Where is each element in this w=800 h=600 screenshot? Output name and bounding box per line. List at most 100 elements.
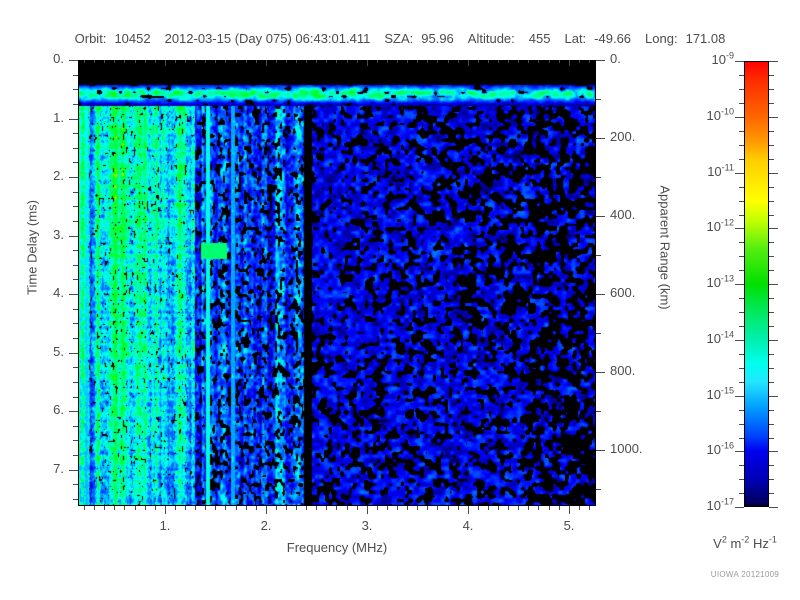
credit-text: UIOWA 20121009 <box>710 570 780 579</box>
x-tick-top-3 <box>367 60 368 66</box>
x-tick-minor-top <box>195 60 196 63</box>
y2-tick-major-800 <box>596 372 605 373</box>
y-tick-major-0 <box>69 60 78 61</box>
cb-tick-minor <box>739 187 744 188</box>
y2-tick-major-400 <box>596 216 605 217</box>
cb-tick-minor <box>739 215 744 216</box>
y-tick-minor <box>73 104 78 105</box>
x-tick-minor-top <box>316 60 317 63</box>
y-tick-minor <box>73 455 78 456</box>
x-tick-major-2 <box>266 506 267 514</box>
cb-tick-minor <box>769 159 774 160</box>
y-tick-major-6 <box>69 411 78 412</box>
cb-tick-minor <box>769 103 774 104</box>
x-tick-label-4: 4. <box>462 518 474 533</box>
x-tick-minor-top <box>407 60 408 63</box>
x-tick-minor-top <box>528 60 529 63</box>
x-tick-top-2 <box>266 60 267 66</box>
x-tick-minor <box>336 506 337 510</box>
cb-tick-label--14: 10-14 <box>706 329 734 346</box>
cb-tick-minor <box>739 368 744 369</box>
cb-tick-label--12: 10-12 <box>706 217 734 234</box>
cb-tick-minor <box>769 368 774 369</box>
cb-tick-left--9 <box>735 61 744 62</box>
cb-tick-label--17: 10-17 <box>706 496 734 513</box>
y-tick-minor <box>73 162 78 163</box>
cb-tick-minor <box>739 312 744 313</box>
cb-tick-right--10 <box>769 117 778 118</box>
x-tick-minor <box>316 506 317 510</box>
x-tick-minor-top <box>286 60 287 63</box>
x-tick-major-1 <box>165 506 166 514</box>
y-tick-label-2: 2. <box>53 168 64 183</box>
cb-tick-minor <box>769 424 774 425</box>
cb-tick-minor <box>769 145 774 146</box>
x-tick-minor <box>437 506 438 510</box>
y-tick-minor <box>73 338 78 339</box>
x-tick-minor <box>256 506 257 510</box>
y-tick-minor <box>73 382 78 383</box>
y-tick-label-1: 1. <box>53 110 64 125</box>
cb-tick-minor <box>769 187 774 188</box>
cb-tick-left--17 <box>735 507 744 508</box>
x-tick-minor <box>387 506 388 510</box>
x-tick-minor <box>498 506 499 510</box>
x-tick-minor-top <box>458 60 459 63</box>
cb-tick-minor <box>739 493 744 494</box>
cb-tick-minor <box>739 438 744 439</box>
y2-tick-label-800: 800. <box>610 363 636 378</box>
x-tick-minor <box>589 506 590 510</box>
cb-tick-right--12 <box>769 228 778 229</box>
x-tick-top-5 <box>569 60 570 66</box>
x-tick-minor-top <box>377 60 378 63</box>
x-tick-minor <box>175 506 176 510</box>
cb-tick-minor <box>739 145 744 146</box>
cb-tick-minor <box>739 103 744 104</box>
x-tick-minor-top <box>559 60 560 63</box>
colorbar-gradient <box>744 61 769 507</box>
y-tick-label-3: 3. <box>53 227 64 242</box>
plot-header: Orbit: 10452 2012-03-15 (Day 075) 06:43:01… <box>0 31 800 46</box>
x-tick-minor <box>145 506 146 510</box>
cb-tick-minor <box>769 215 774 216</box>
y-tick-minor <box>73 279 78 280</box>
x-tick-minor <box>94 506 95 510</box>
y-tick-minor <box>73 309 78 310</box>
x-tick-minor-top <box>246 60 247 63</box>
cb-tick-minor <box>769 465 774 466</box>
x-tick-minor <box>236 506 237 510</box>
x-tick-minor-top <box>225 60 226 63</box>
y-tick-minor <box>73 440 78 441</box>
x-tick-minor-top <box>549 60 550 63</box>
x-tick-minor-top <box>488 60 489 63</box>
cb-tick-minor <box>739 354 744 355</box>
x-tick-minor <box>124 506 125 510</box>
x-tick-minor <box>458 506 459 510</box>
cb-tick-minor <box>739 326 744 327</box>
cb-tick-minor <box>769 312 774 313</box>
x-tick-minor-top <box>538 60 539 63</box>
cb-tick-minor <box>739 479 744 480</box>
cb-tick-label--10: 10-10 <box>706 106 734 123</box>
x-tick-minor-top <box>114 60 115 63</box>
x-tick-minor <box>357 506 358 510</box>
x-tick-minor-top <box>357 60 358 63</box>
x-tick-minor-top <box>185 60 186 63</box>
cb-tick-minor <box>769 242 774 243</box>
x-tick-minor-top <box>124 60 125 63</box>
cb-tick-minor <box>739 256 744 257</box>
cb-tick-minor <box>769 270 774 271</box>
long-label: Long: <box>645 31 678 46</box>
cb-tick-left--13 <box>735 284 744 285</box>
x-tick-major-3 <box>367 506 368 514</box>
cb-tick-left--15 <box>735 396 744 397</box>
colorbar-units: V2 m-2 Hz-1 <box>690 534 800 551</box>
cb-tick-minor <box>769 479 774 480</box>
units-volts-exp: 2 <box>721 534 727 545</box>
x-tick-top-4 <box>468 60 469 66</box>
y-axis-title-right: Apparent Range (km) <box>657 185 673 310</box>
lat-label: Lat: <box>564 31 587 46</box>
cb-tick-minor <box>739 410 744 411</box>
cb-tick-minor <box>739 131 744 132</box>
y2-tick-label-1000: 1000. <box>610 441 643 456</box>
